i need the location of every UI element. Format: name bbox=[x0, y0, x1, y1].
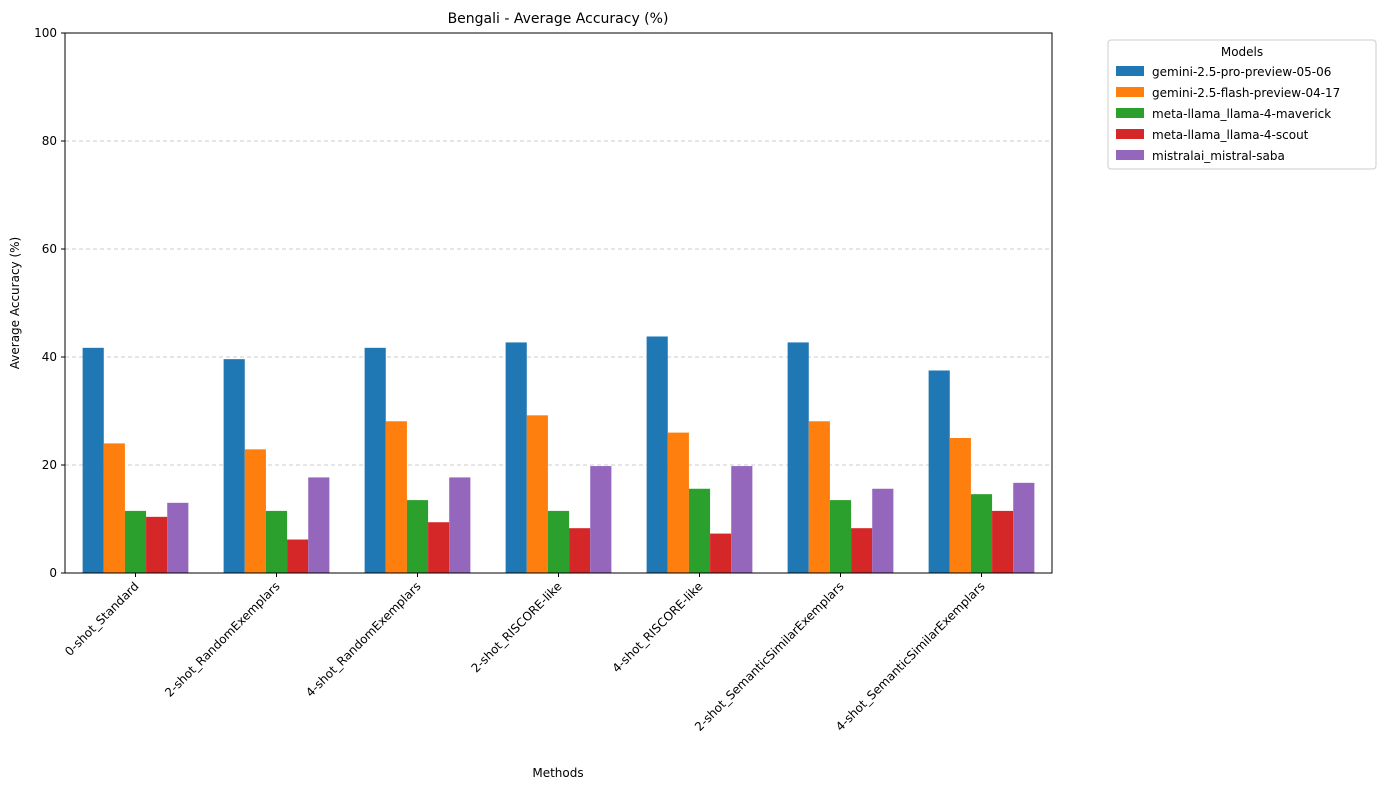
x-tick-label: 4-shot_SemanticSimilarExemplars bbox=[833, 579, 988, 734]
legend-entry: meta-llama_llama-4-maverick bbox=[1152, 107, 1331, 121]
legend-title: Models bbox=[1221, 45, 1263, 59]
legend-box bbox=[1107, 39, 1377, 170]
bar bbox=[124, 510, 147, 573]
bar bbox=[103, 443, 125, 573]
bar bbox=[590, 466, 612, 573]
x-axis: 0-shot_Standard 2-shot_RandomExemplars 4-s… bbox=[62, 573, 988, 734]
bar bbox=[928, 370, 950, 573]
bar bbox=[223, 359, 245, 573]
x-tick-label: 2-shot_RandomExemplars bbox=[162, 579, 283, 700]
bar bbox=[667, 432, 689, 573]
bar bbox=[265, 510, 288, 573]
bar bbox=[82, 347, 104, 573]
bar bbox=[526, 415, 548, 573]
bar bbox=[970, 494, 993, 573]
bar bbox=[167, 502, 189, 573]
legend-entry: mistralai_mistral-saba bbox=[1152, 149, 1285, 163]
bars bbox=[82, 336, 1035, 573]
bar bbox=[731, 466, 753, 573]
y-axis-label: Average Accuracy (%) bbox=[8, 237, 22, 369]
y-tick-label: 20 bbox=[42, 458, 57, 472]
legend-swatch bbox=[1116, 66, 1144, 76]
bar bbox=[829, 500, 852, 573]
bar bbox=[992, 510, 1014, 573]
bar bbox=[287, 539, 309, 573]
bar bbox=[787, 342, 809, 573]
y-tick-label: 0 bbox=[49, 566, 57, 580]
legend: Models gemini-2.5-pro-preview-05-06 gemin… bbox=[1107, 39, 1377, 170]
bar bbox=[428, 522, 450, 573]
bar bbox=[646, 336, 668, 573]
legend-swatch bbox=[1116, 87, 1144, 97]
x-axis-label: Methods bbox=[532, 766, 583, 780]
y-tick-label: 60 bbox=[42, 242, 57, 256]
bar bbox=[449, 477, 471, 573]
plot-frame bbox=[64, 32, 1053, 574]
bar bbox=[949, 438, 971, 573]
x-tick-label: 4-shot_RandomExemplars bbox=[303, 579, 424, 700]
bar bbox=[244, 449, 266, 573]
x-tick-label: 2-shot_SemanticSimilarExemplars bbox=[692, 579, 847, 734]
bar bbox=[385, 421, 407, 573]
chart-title: Bengali - Average Accuracy (%) bbox=[448, 11, 669, 27]
x-tick-label: 4-shot_RISCORE-like bbox=[609, 579, 705, 675]
y-tick-label: 100 bbox=[34, 26, 57, 40]
legend-entry: gemini-2.5-pro-preview-05-06 bbox=[1152, 65, 1331, 79]
bar bbox=[569, 528, 591, 573]
bar bbox=[547, 510, 570, 573]
legend-swatch bbox=[1116, 129, 1144, 139]
bar bbox=[872, 488, 894, 573]
legend-swatch bbox=[1116, 108, 1144, 118]
legend-entry: meta-llama_llama-4-scout bbox=[1152, 128, 1309, 142]
grid-lines bbox=[65, 140, 1052, 466]
bar bbox=[308, 477, 330, 573]
bar bbox=[710, 533, 732, 573]
bar bbox=[688, 488, 711, 573]
bar bbox=[1013, 482, 1035, 573]
legend-entry: gemini-2.5-flash-preview-04-17 bbox=[1152, 86, 1340, 100]
y-tick-label: 80 bbox=[42, 134, 57, 148]
bar bbox=[406, 500, 429, 573]
bar bbox=[364, 347, 386, 573]
legend-swatch bbox=[1116, 150, 1144, 160]
y-tick-label: 40 bbox=[42, 350, 57, 364]
bar bbox=[146, 516, 168, 573]
bar bbox=[505, 342, 527, 573]
x-tick-label: 2-shot_RISCORE-like bbox=[468, 579, 564, 675]
y-axis: 0 20 40 60 80 100 bbox=[34, 26, 65, 580]
x-tick-label: 0-shot_Standard bbox=[62, 579, 142, 659]
bar bbox=[808, 421, 830, 573]
bar bbox=[851, 528, 873, 573]
